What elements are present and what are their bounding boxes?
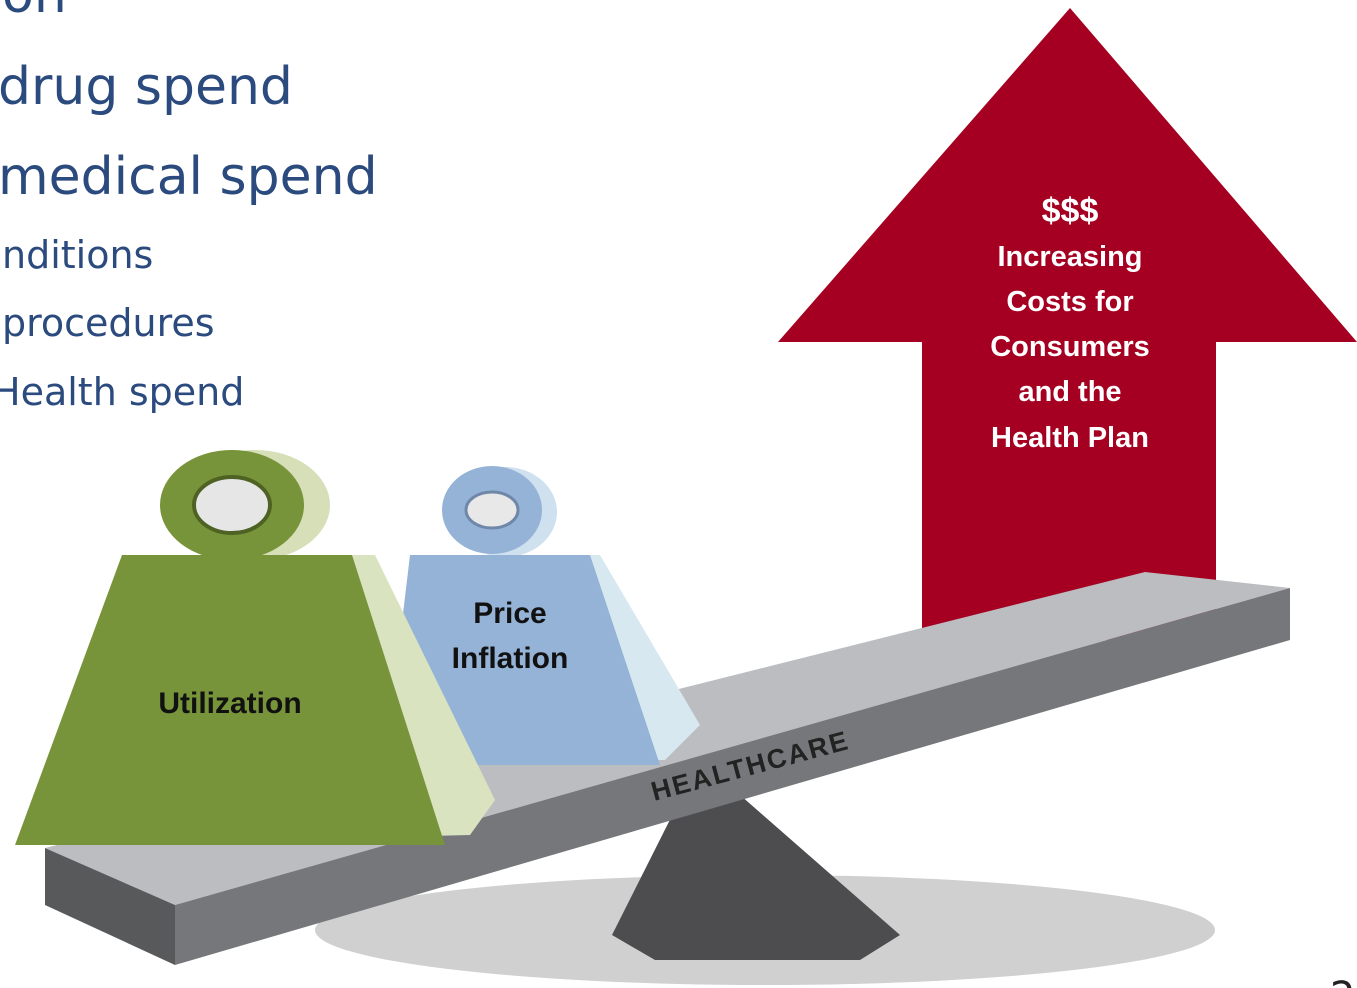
slide: on drug spend medical spend nditions pro… [0, 0, 1357, 988]
weight-label: Inflation [452, 642, 569, 675]
bullet: medical spend [0, 147, 378, 207]
page: on drug spend medical spend nditions pro… [0, 0, 1357, 988]
weight-hole [466, 492, 518, 528]
page-number: 2 [1330, 974, 1355, 988]
up-arrow [778, 8, 1357, 640]
arrow-text: Health Plan [991, 422, 1149, 454]
sub-bullet: Health spend [0, 370, 244, 414]
sub-bullet: procedures [2, 301, 215, 345]
weight-hole [194, 477, 270, 533]
arrow-text: and the [1018, 376, 1121, 408]
bullet: drug spend [0, 57, 293, 117]
weight-label: Price [473, 597, 546, 630]
bullet: on [2, 0, 67, 25]
arrow-text: Costs for [1006, 286, 1133, 318]
arrow-text: Increasing [997, 241, 1142, 273]
arrow-symbol: $$$ [1042, 192, 1099, 230]
weight-label: Utilization [158, 687, 301, 720]
sub-bullet: nditions [2, 233, 153, 277]
arrow-text: Consumers [990, 331, 1150, 363]
